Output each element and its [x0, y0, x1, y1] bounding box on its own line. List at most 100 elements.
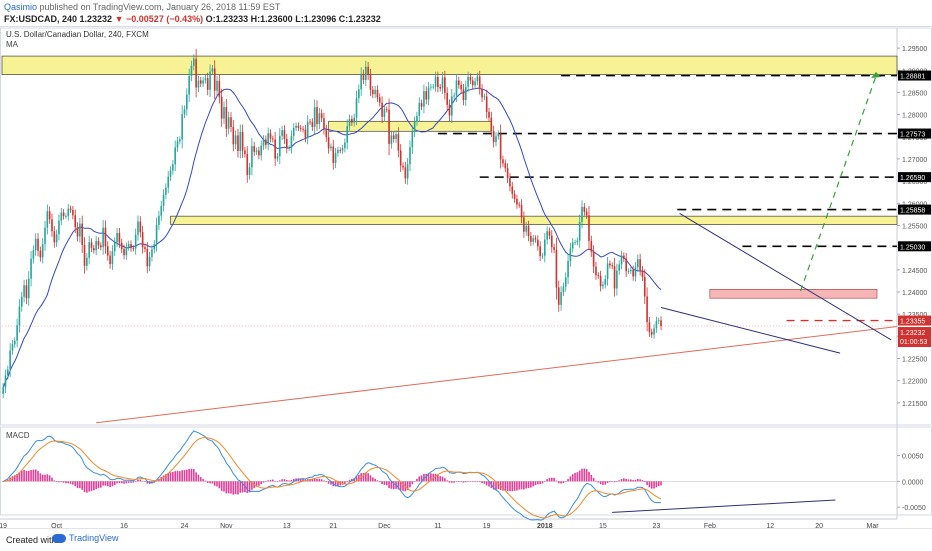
- candle-body: [388, 109, 390, 144]
- macd-histogram-bar: [299, 478, 302, 482]
- last-price-label-text: 1.23232: [900, 330, 925, 337]
- time-tick-label: Nov: [220, 523, 233, 529]
- macd-histogram-bar: [30, 470, 32, 482]
- macd-histogram-bar: [423, 473, 425, 482]
- ma-line: [2, 87, 662, 388]
- macd-histogram-bar: [374, 478, 376, 482]
- candle-body: [272, 138, 274, 140]
- level-label-text: 1.26590: [900, 175, 925, 182]
- macd-histogram-bar: [197, 474, 200, 482]
- macd-histogram-bar: [174, 471, 177, 482]
- level-label-box: [898, 70, 931, 81]
- candle-body: [648, 322, 651, 332]
- macd-histogram-bar: [469, 481, 472, 482]
- author-link[interactable]: Qasimio: [4, 2, 38, 12]
- tradingview-brand[interactable]: TradingView: [52, 533, 119, 543]
- macd-histogram-bar: [488, 481, 490, 487]
- macd-histogram-bar: [44, 474, 46, 482]
- macd-histogram-bar: [123, 481, 125, 484]
- macd-histogram-bar: [169, 472, 172, 482]
- macd-histogram-bar: [655, 481, 658, 488]
- candle-body: [467, 76, 469, 87]
- macd-histogram-bar: [495, 481, 497, 490]
- target-arrow-head: [871, 72, 881, 79]
- macd-histogram-bar: [209, 481, 211, 484]
- candle-body: [244, 150, 246, 155]
- candle-body: [497, 133, 500, 137]
- candle-body: [474, 81, 476, 86]
- candle-body: [106, 246, 109, 256]
- price-tick-label: 1.21500: [902, 401, 927, 408]
- candle-body: [369, 75, 372, 90]
- candle-body: [441, 77, 444, 89]
- price-tick-label: 1.25500: [902, 223, 927, 230]
- macd-histogram-bar: [325, 481, 328, 482]
- candle-body: [367, 66, 369, 76]
- macd-histogram-bar: [646, 481, 648, 486]
- candle-body: [116, 232, 118, 243]
- candle-body: [258, 150, 260, 156]
- time-tick-label: 20: [815, 523, 823, 529]
- price-tick-label: 1.22000: [902, 379, 927, 386]
- candle-body: [434, 76, 437, 87]
- macd-histogram-bar: [516, 481, 518, 491]
- macd-histogram-bar: [576, 472, 579, 482]
- macd-histogram-bar: [650, 481, 653, 489]
- candle-body: [341, 148, 344, 151]
- macd-histogram-bar: [471, 481, 474, 482]
- macd-histogram-bar: [548, 477, 551, 482]
- candle-body: [255, 150, 258, 152]
- macd-histogram-bar: [502, 481, 504, 491]
- macd-histogram-bar: [237, 481, 239, 495]
- time-tick-label: 13: [283, 523, 291, 529]
- candle-body: [216, 80, 218, 91]
- macd-histogram-bar: [337, 481, 339, 486]
- candle-body: [371, 89, 374, 95]
- macd-histogram-bar: [420, 475, 423, 482]
- candle-body: [209, 71, 211, 90]
- macd-histogram-bar: [213, 481, 216, 486]
- candle-body: [125, 247, 128, 256]
- time-tick-label: Mar: [867, 523, 880, 529]
- macd-histogram-bar: [467, 481, 469, 482]
- macd-histogram-bar: [60, 481, 63, 483]
- macd-histogram-bar: [418, 476, 421, 482]
- price-tick-label: 1.24000: [902, 290, 927, 297]
- macd-histogram-bar: [364, 472, 367, 482]
- level-label-text: 1.27573: [900, 132, 925, 139]
- candle-body: [627, 271, 630, 272]
- candle-body: [483, 96, 486, 98]
- chart-svg[interactable]: 1.295001.290001.285001.280001.275001.270…: [0, 27, 932, 529]
- macd-pane-frame: [0, 426, 932, 516]
- candle-body: [409, 147, 411, 165]
- candle-body: [499, 133, 502, 160]
- chart-area[interactable]: 1.295001.290001.285001.280001.275001.270…: [0, 26, 932, 529]
- macd-histogram-bar: [390, 481, 393, 489]
- current-level-label-text: 1.23355: [900, 319, 925, 326]
- macd-histogram-bar: [76, 481, 79, 488]
- candle-body: [411, 131, 414, 148]
- candle-body: [267, 133, 269, 145]
- macd-histogram-bar: [518, 481, 521, 490]
- macd-histogram-bar: [67, 481, 70, 484]
- macd-histogram-bar: [430, 473, 432, 482]
- candle-body: [292, 127, 295, 136]
- macd-histogram-bar: [165, 474, 167, 482]
- candle-body: [130, 244, 132, 249]
- macd-histogram-bar: [309, 478, 311, 482]
- candle-body: [102, 227, 104, 248]
- macd-histogram-bar: [274, 480, 276, 482]
- macd-histogram-bar: [606, 481, 609, 484]
- macd-histogram-bar: [327, 481, 330, 484]
- candle-body: [404, 167, 407, 179]
- macd-histogram-bar: [265, 481, 267, 482]
- candle-body: [471, 80, 474, 86]
- macd-histogram-bar: [81, 481, 84, 490]
- macd-histogram-bar: [216, 481, 218, 487]
- candle-body: [4, 375, 7, 388]
- macd-histogram-bar: [541, 481, 544, 484]
- macd-histogram-bar: [20, 470, 23, 482]
- candle-body: [378, 97, 381, 103]
- candle-body: [553, 247, 555, 250]
- macd-histogram-bar: [125, 481, 128, 484]
